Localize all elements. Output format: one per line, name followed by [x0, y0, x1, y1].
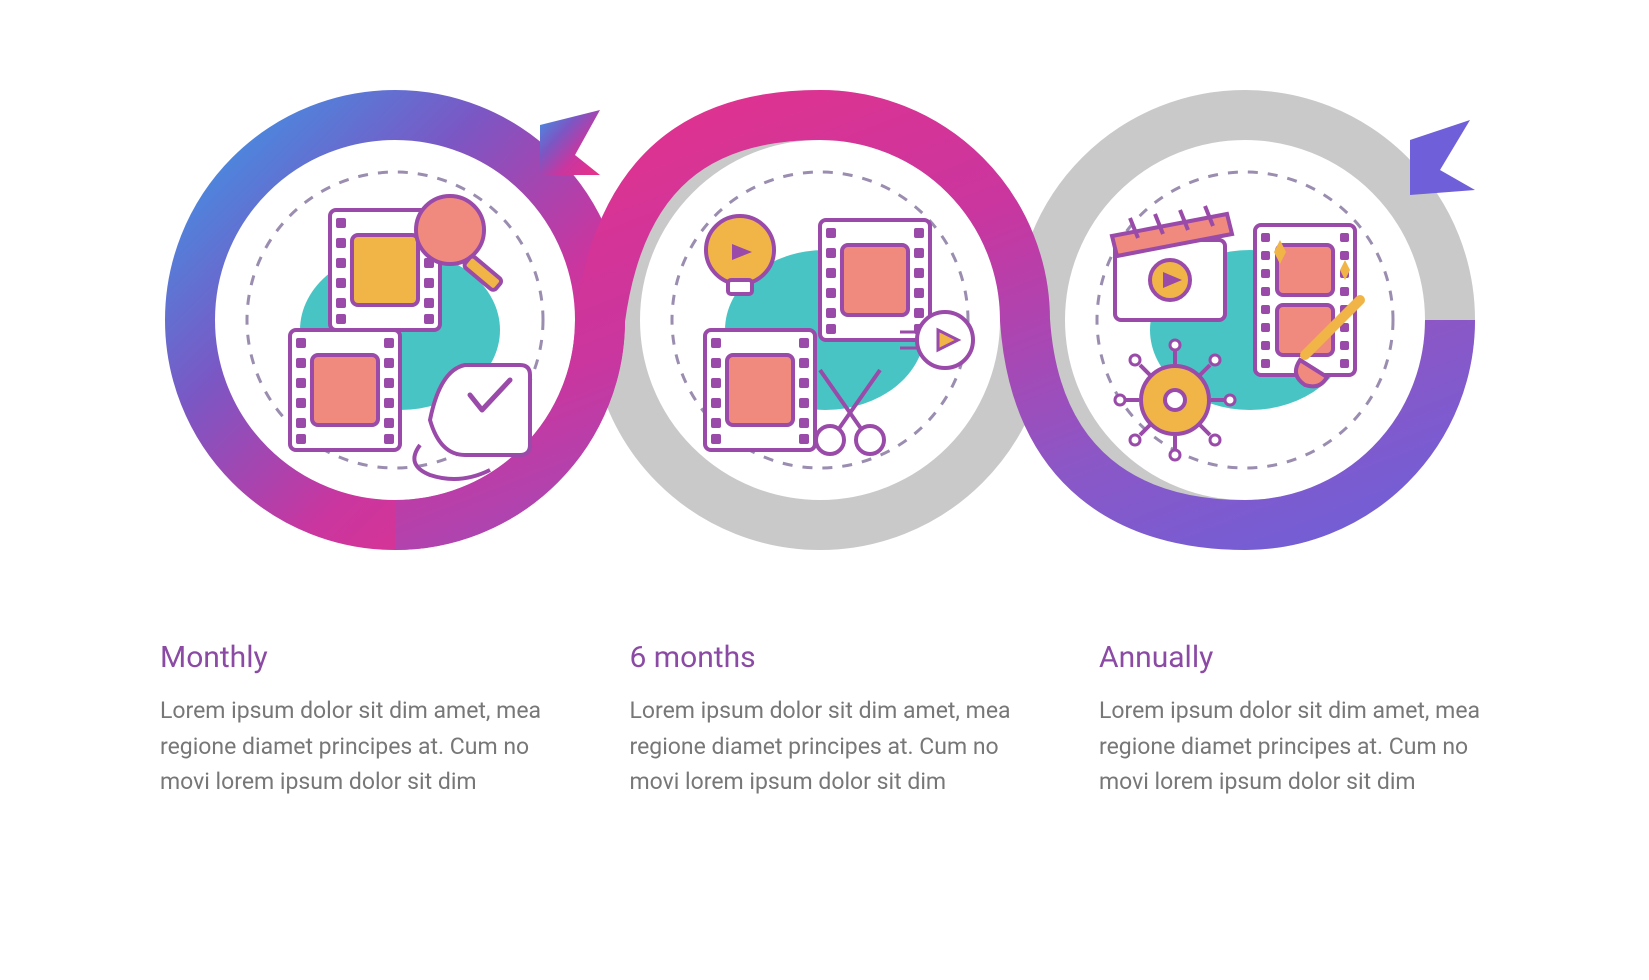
- film-strip-icon: [290, 330, 400, 450]
- column-title: Monthly: [160, 640, 550, 675]
- circle-1: [220, 145, 570, 495]
- rings-svg: [0, 0, 1649, 620]
- film-strip-icon: [705, 330, 815, 450]
- text-columns: Monthly Lorem ipsum dolor sit dim amet, …: [0, 640, 1649, 800]
- circle-3: [1070, 145, 1420, 495]
- column-annually: Annually Lorem ipsum dolor sit dim amet,…: [1099, 640, 1489, 800]
- column-body: Lorem ipsum dolor sit dim amet, mea regi…: [160, 693, 550, 800]
- gear-network-icon: [1115, 340, 1235, 460]
- film-strip-icon: [820, 220, 930, 340]
- column-body: Lorem ipsum dolor sit dim amet, mea regi…: [1099, 693, 1489, 800]
- column-monthly: Monthly Lorem ipsum dolor sit dim amet, …: [160, 640, 550, 800]
- infographic-stage: Monthly Lorem ipsum dolor sit dim amet, …: [0, 0, 1649, 980]
- column-body: Lorem ipsum dolor sit dim amet, mea regi…: [630, 693, 1020, 800]
- clapperboard-icon: [1112, 206, 1232, 320]
- circle-2: [645, 145, 995, 495]
- column-title: Annually: [1099, 640, 1489, 675]
- column-six-months: 6 months Lorem ipsum dolor sit dim amet,…: [630, 640, 1020, 800]
- column-title: 6 months: [630, 640, 1020, 675]
- ring3-arrowhead: [1410, 120, 1475, 195]
